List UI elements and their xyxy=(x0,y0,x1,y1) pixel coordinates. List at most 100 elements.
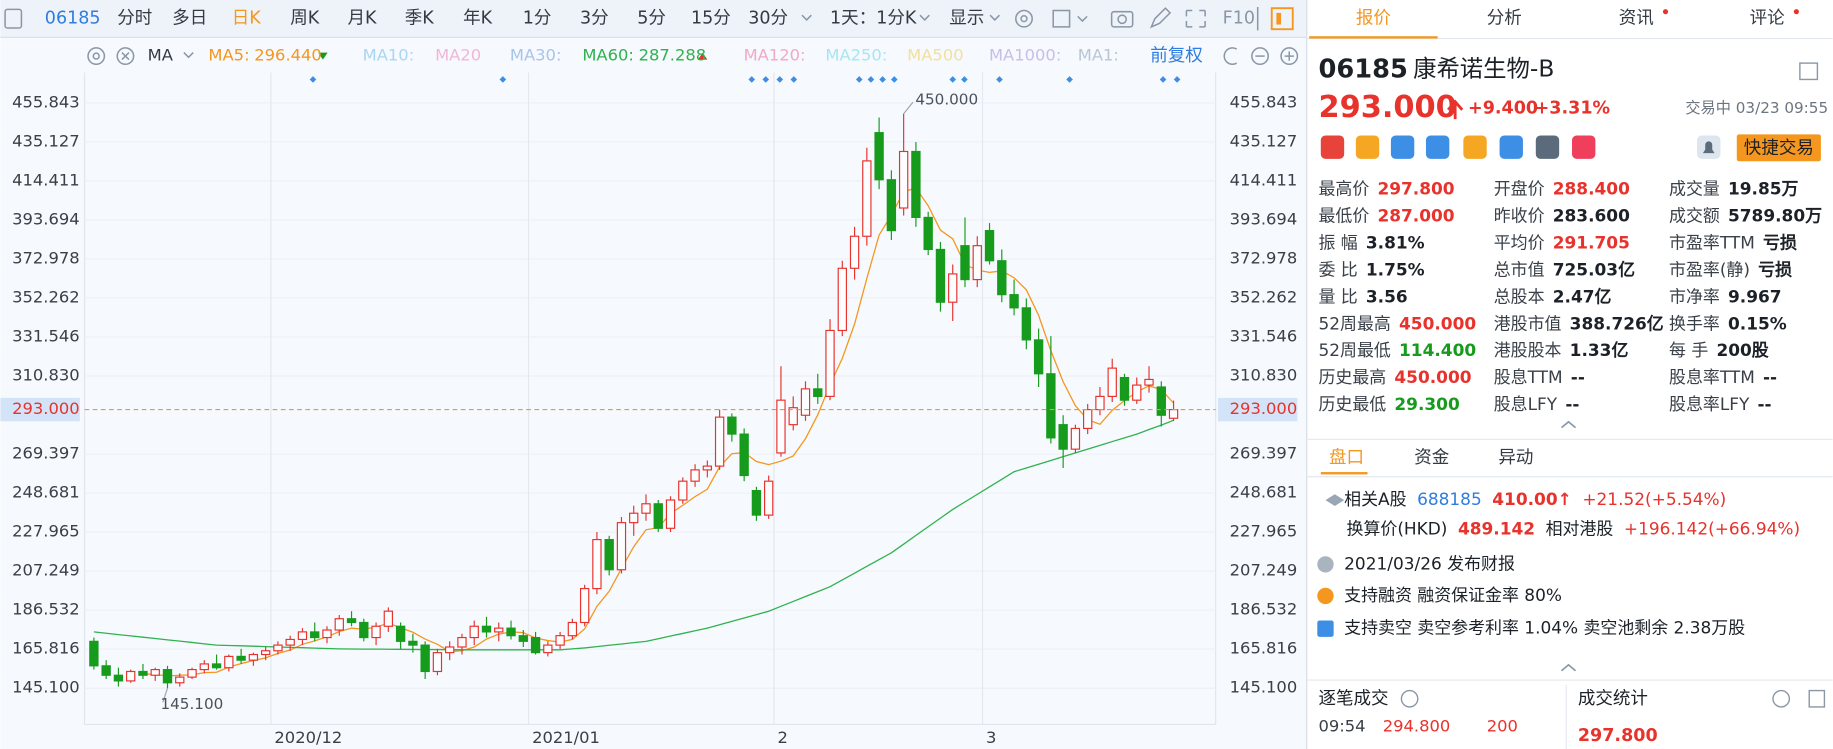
indicator-name[interactable]: MA xyxy=(148,46,174,65)
panel-toggle-icon[interactable] xyxy=(1270,7,1294,31)
ma-legend-inactive[interactable]: MA120: xyxy=(744,46,806,65)
stock-code[interactable]: 06185 xyxy=(45,9,101,29)
info-text[interactable]: 688185 xyxy=(1417,489,1482,509)
candle-body xyxy=(714,416,725,467)
candle-body xyxy=(629,512,639,524)
feature-icon[interactable] xyxy=(1463,135,1487,159)
period-tab[interactable]: 3分 xyxy=(580,9,609,29)
ma-legend-inactive[interactable]: MA1000: xyxy=(989,46,1061,65)
zoom-out[interactable] xyxy=(1251,47,1269,66)
feature-icon[interactable] xyxy=(1320,135,1345,159)
period-tab[interactable]: 5分 xyxy=(637,9,666,29)
ma60-trend-up xyxy=(697,52,708,60)
help-icon[interactable] xyxy=(1400,689,1419,708)
dropdown-arrow[interactable] xyxy=(183,52,194,59)
y-tick-label-right: 414.411 xyxy=(1230,170,1298,189)
quote-value: 1.75% xyxy=(1366,259,1425,279)
panel-tab[interactable]: 评论 xyxy=(1750,9,1786,29)
more-icon[interactable] xyxy=(1772,689,1791,708)
event-marker[interactable] xyxy=(1066,76,1073,83)
collapse-chevron[interactable] xyxy=(1560,663,1577,672)
indicator-settings[interactable] xyxy=(87,47,106,66)
dropdown-arrow[interactable] xyxy=(919,14,930,21)
feature-icon[interactable] xyxy=(1390,135,1415,159)
candle-body xyxy=(1107,367,1117,397)
period-tab[interactable]: 季K xyxy=(405,9,435,29)
y-tick-label: 310.830 xyxy=(12,365,80,384)
collapse-chevron[interactable] xyxy=(1560,420,1577,429)
ma-legend-inactive[interactable]: MA250: xyxy=(825,46,887,65)
feature-icon[interactable] xyxy=(1535,135,1560,159)
panel-tab[interactable]: 分析 xyxy=(1487,9,1522,29)
layout-icon[interactable] xyxy=(1052,9,1071,28)
period-tab[interactable]: 显示 xyxy=(949,9,984,29)
trade-volume: 200 xyxy=(1487,716,1518,735)
period-tab[interactable]: 月K xyxy=(347,9,377,29)
quote-value: 19.85万 xyxy=(1728,178,1799,198)
event-marker[interactable] xyxy=(867,76,875,83)
sidebar-icon[interactable] xyxy=(4,8,23,29)
feature-icon[interactable] xyxy=(1425,135,1450,159)
event-marker[interactable] xyxy=(309,76,317,83)
ma-legend-name[interactable]: MA60: xyxy=(582,46,634,65)
dropdown-arrow[interactable] xyxy=(989,14,1000,21)
f10-button[interactable]: F10 xyxy=(1223,9,1255,29)
period-tab[interactable]: 30分 xyxy=(748,9,788,29)
panel-tab[interactable]: 报价 xyxy=(1356,9,1391,29)
ma-legend-inactive[interactable]: MA30: xyxy=(510,46,562,65)
trade-button-label[interactable]: 快捷交易 xyxy=(1744,138,1814,158)
feature-icon[interactable] xyxy=(1355,135,1380,159)
period-tab[interactable]: 日K xyxy=(232,9,262,29)
quote-label: 成交额 xyxy=(1669,205,1720,225)
feature-icons xyxy=(1320,135,1721,159)
quote-label: 昨收价 xyxy=(1494,205,1545,225)
panel-tab[interactable]: 资讯 xyxy=(1619,9,1654,29)
sub-tab[interactable]: 资金 xyxy=(1414,448,1450,468)
trade-time: 09:54 xyxy=(1318,716,1365,735)
period-tab[interactable]: 多日 xyxy=(172,9,207,29)
dropdown-arrow[interactable] xyxy=(1077,15,1088,23)
camera-icon[interactable] xyxy=(1110,10,1134,28)
zoom-in[interactable] xyxy=(1280,47,1299,66)
dropdown-arrow[interactable] xyxy=(801,14,812,21)
period-tab[interactable]: 15分 xyxy=(691,9,731,29)
indicator-close[interactable] xyxy=(116,47,135,66)
candle-body xyxy=(641,503,651,514)
ma-legend-inactive[interactable]: MA1: xyxy=(1078,46,1119,65)
ma-legend-inactive[interactable]: MA500 xyxy=(907,46,963,65)
draw-icon[interactable] xyxy=(1149,7,1172,29)
candle-body xyxy=(653,503,663,529)
max-leader xyxy=(903,101,914,115)
period-tab[interactable]: 1分 xyxy=(523,9,552,29)
period-tab[interactable]: 分时 xyxy=(117,9,152,29)
ma-legend-inactive[interactable]: MA20 xyxy=(435,46,481,65)
detail-icon[interactable] xyxy=(1808,689,1826,708)
feature-icon[interactable] xyxy=(1499,135,1523,159)
y-tick-label: 435.127 xyxy=(12,131,80,150)
quote-label: 开盘价 xyxy=(1494,178,1545,198)
period-tab[interactable]: 1天：1分K xyxy=(830,9,917,29)
settings-icon[interactable] xyxy=(1015,9,1033,28)
ma-legend-name[interactable]: MA5: xyxy=(208,46,249,65)
reset-icon[interactable] xyxy=(1223,47,1238,66)
adjust-button[interactable]: 前复权 xyxy=(1150,46,1203,66)
detail-icon[interactable] xyxy=(1799,62,1819,81)
sub-tab[interactable]: 异动 xyxy=(1498,448,1533,468)
event-marker[interactable] xyxy=(499,76,507,83)
fullscreen-icon[interactable] xyxy=(1185,9,1206,28)
trade-button[interactable] xyxy=(1736,134,1821,162)
candle-body xyxy=(395,625,406,642)
period-tab[interactable]: 年K xyxy=(463,9,493,29)
period-tab[interactable]: 周K xyxy=(290,9,320,29)
chart-background xyxy=(0,0,1306,749)
candle-body xyxy=(935,248,946,303)
y-tick-label: 165.816 xyxy=(12,639,80,658)
sub-tab[interactable]: 盘口 xyxy=(1329,448,1364,468)
candle-body xyxy=(1119,376,1130,401)
quote-label: 平均价 xyxy=(1494,232,1545,252)
event-marker[interactable] xyxy=(949,76,957,83)
feature-icon[interactable] xyxy=(1572,135,1596,159)
ma-legend-inactive[interactable]: MA10: xyxy=(363,46,415,65)
event-marker[interactable] xyxy=(776,76,784,83)
event-marker[interactable] xyxy=(961,76,968,83)
